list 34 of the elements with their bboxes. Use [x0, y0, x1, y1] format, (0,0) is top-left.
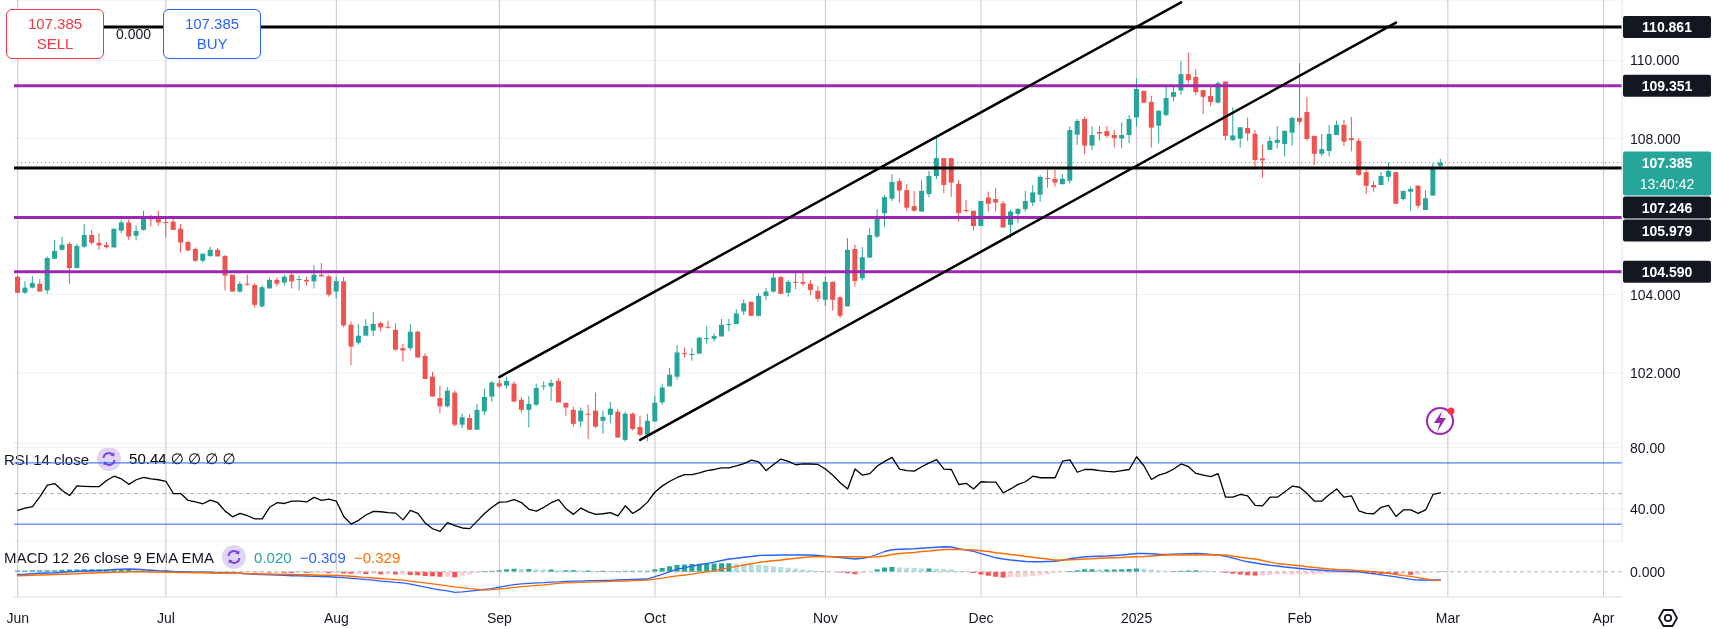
y-tick-label: 102.000: [1630, 364, 1681, 381]
text: 0.000: [1630, 563, 1666, 580]
annotation: 107.385 BUY: [163, 9, 262, 59]
x-tick-label: Nov: [812, 610, 838, 626]
x-tick-label: Feb: [1287, 610, 1312, 626]
x-tick-label: Jun: [6, 610, 29, 626]
ref-line-label: 110.861: [1642, 18, 1693, 35]
annotation: −0.309: [299, 548, 346, 566]
ref-line-label: 109.351: [1641, 77, 1693, 94]
y-tick-label: 80.00: [1630, 439, 1666, 456]
y-tick-label: 108.000: [1630, 130, 1681, 147]
y-tick-label: 40.00: [1630, 500, 1666, 517]
x-tick-label: Oct: [644, 610, 666, 626]
x-tick-label: Apr: [1592, 610, 1615, 626]
x-tick-label: Dec: [968, 610, 994, 626]
text: 13:40:42: [1639, 175, 1695, 192]
ref-line-label: 105.979: [1641, 222, 1693, 239]
annotation: 0.000: [116, 26, 152, 42]
y-tick-label: 110.000: [1630, 52, 1680, 69]
annotation: 107.385 SELL: [6, 9, 104, 59]
x-tick-label: Jul: [156, 610, 175, 626]
annotation: −0.329: [353, 548, 401, 566]
x-tick-label: Mar: [1435, 610, 1461, 626]
ref-line-label: 107.385: [1641, 154, 1693, 171]
y-tick-label: 104.000: [1630, 286, 1681, 303]
text: RSI 14 close: [4, 450, 90, 468]
chart-title: MACD 12 26 close 9 EMA EMA: [4, 548, 215, 566]
annotation: 50.44 ∅ ∅ ∅ ∅: [129, 450, 236, 468]
x-tick-label: 2025: [1121, 610, 1153, 626]
annotation: 0.020: [254, 548, 292, 566]
x-tick-label: Aug: [323, 610, 349, 626]
x-tick-label: Sep: [486, 610, 513, 626]
ref-line-label: 104.590: [1641, 263, 1693, 280]
ref-line-label: 107.246: [1641, 199, 1693, 216]
